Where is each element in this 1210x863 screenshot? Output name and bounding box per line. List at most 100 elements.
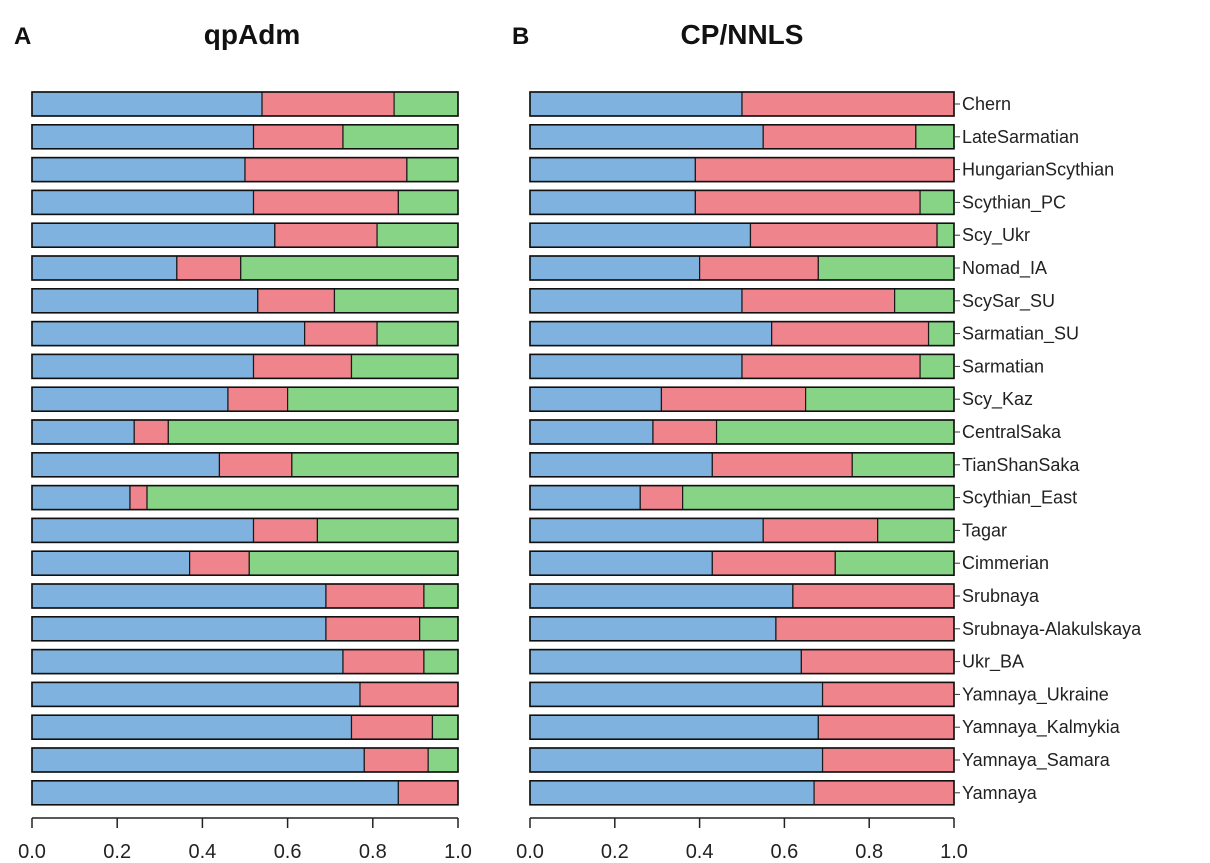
row-label-hungarianscythian: HungarianScythian [962, 160, 1114, 180]
row-label-sarmatian-su: Sarmatian_SU [962, 324, 1079, 345]
bar-frame-tianshansaka [31, 451, 459, 478]
bar-segment-cimmerian-2 [189, 550, 250, 576]
bar-segment-scythian-pc-2 [252, 189, 399, 215]
bar-segment-yamnaya-samara-2 [821, 747, 955, 773]
bar-segment-scysar-su-1 [529, 288, 743, 314]
x-tick-label-0-6: 0.6 [274, 841, 302, 863]
bar-segment-latesarmatian-3 [342, 124, 459, 150]
x-tick-label-1-0: 1.0 [444, 841, 472, 863]
x-tick-label-1-0: 1.0 [940, 841, 968, 863]
bar-segment-yamnaya-kalmykia-1 [31, 714, 353, 740]
bar-frame-sarmatian [31, 353, 459, 380]
bar-segment-chern-2 [261, 91, 395, 117]
bar-segment-ukr-ba-1 [529, 648, 802, 675]
bar-segment-scythian-pc-1 [31, 189, 255, 215]
bar-segment-scythian-east-2 [639, 485, 684, 511]
bar-segment-tianshansaka-1 [529, 452, 713, 478]
row-label-chern: Chern [962, 94, 1011, 114]
bar-segment-yamnaya-kalmykia-1 [529, 714, 819, 740]
bar-frame-srubnaya [31, 583, 459, 609]
bar-segment-chern-1 [529, 91, 743, 117]
bar-segment-centralsaka-2 [652, 419, 718, 445]
bar-frame-scythian-east [31, 484, 459, 511]
bar-segment-srubnaya-alakulskaya-1 [529, 616, 777, 642]
x-tick-label-0-0: 0.0 [516, 841, 544, 863]
bar-segment-scy-ukr-3 [936, 222, 955, 248]
bar-segment-ukr-ba-2 [800, 648, 955, 675]
bar-segment-ukr-ba-1 [31, 648, 344, 675]
bar-frame-scy-kaz [31, 386, 459, 413]
x-tick-label-0-2: 0.2 [601, 841, 629, 863]
bar-frame-ukr-ba [31, 648, 459, 675]
bar-segment-yamnaya-2 [813, 780, 955, 806]
bar-segment-scythian-pc-1 [529, 189, 696, 215]
bar-segment-tianshansaka-1 [31, 452, 221, 478]
bar-frame-latesarmatian [31, 124, 459, 150]
bar-segment-latesarmatian-3 [915, 124, 955, 150]
row-label-yamnaya: Yamnaya [962, 783, 1038, 803]
row-label-yamnaya-samara: Yamnaya_Samara [962, 750, 1111, 771]
bar-segment-yamnaya-kalmykia-2 [817, 714, 955, 740]
bar-segment-latesarmatian-2 [762, 124, 917, 150]
bar-segment-cimmerian-3 [834, 550, 955, 576]
bar-segment-scythian-east-1 [529, 485, 641, 511]
bar-segment-cimmerian-3 [248, 550, 459, 576]
row-label-scythian-pc: Scythian_PC [962, 192, 1066, 213]
panel-a-qpadm-chart: 0.0 0.2 0.4 0.6 0.8 1.0 [18, 91, 472, 863]
bar-segment-yamnaya-kalmykia-2 [350, 714, 434, 740]
bar-segment-latesarmatian-1 [31, 124, 255, 150]
bar-segment-scy-kaz-1 [31, 386, 229, 412]
bar-segment-scy-kaz-2 [660, 386, 807, 412]
bar-segment-yamnaya-ukraine-1 [31, 681, 361, 708]
bar-frame-nomad-ia [31, 255, 459, 281]
bar-frame-yamnaya-ukraine [31, 681, 459, 708]
bar-segment-tianshansaka-2 [218, 452, 293, 478]
bar-segment-yamnaya-ukraine-1 [529, 681, 824, 708]
bar-segment-scy-kaz-3 [287, 386, 459, 412]
row-label-yamnaya-kalmykia: Yamnaya_Kalmykia [962, 717, 1121, 738]
bar-frame-yamnaya-kalmykia [31, 714, 459, 741]
row-label-tianshansaka: TianShanSaka [962, 455, 1080, 475]
bar-segment-chern-3 [393, 91, 459, 117]
row-label-yamnaya-ukraine: Yamnaya_Ukraine [962, 684, 1109, 705]
bar-segment-nomad-ia-1 [31, 255, 178, 281]
bar-segment-cimmerian-1 [31, 550, 191, 576]
bar-segment-sarmatian-su-2 [771, 321, 930, 347]
bar-segment-scy-ukr-2 [274, 222, 378, 248]
bar-segment-chern-2 [741, 91, 955, 117]
bar-frame-chern [31, 91, 459, 117]
x-tick-label-0-2: 0.2 [103, 841, 131, 863]
bar-segment-centralsaka-1 [529, 419, 654, 445]
bar-segment-hungarianscythian-1 [529, 157, 696, 183]
bar-segment-srubnaya-2 [792, 583, 955, 609]
bar-segment-srubnaya-alakulskaya-1 [31, 616, 327, 642]
panel-a-title: qpAdm [204, 19, 300, 50]
bar-segment-scythian-east-3 [146, 485, 459, 511]
bar-segment-tagar-2 [762, 517, 879, 544]
bar-segment-sarmatian-3 [919, 353, 955, 379]
bar-segment-centralsaka-2 [133, 419, 169, 445]
bar-frame-tagar [31, 517, 459, 544]
bar-segment-sarmatian-su-1 [31, 321, 306, 347]
row-label-srubnaya: Srubnaya [962, 586, 1040, 606]
bar-segment-srubnaya-3 [423, 583, 459, 609]
bar-segment-tagar-2 [252, 517, 319, 544]
bar-segment-sarmatian-su-3 [927, 321, 955, 347]
bar-frame-scythian-pc [31, 189, 459, 216]
row-label-sarmatian: Sarmatian [962, 356, 1044, 376]
bar-segment-sarmatian-3 [350, 353, 459, 379]
bar-segment-yamnaya-samara-3 [427, 747, 459, 773]
bar-segment-cimmerian-1 [529, 550, 713, 576]
bar-segment-scysar-su-2 [741, 288, 896, 314]
bar-segment-ukr-ba-3 [423, 648, 459, 675]
bar-segment-scy-ukr-2 [749, 222, 938, 248]
bar-segment-tianshansaka-2 [711, 452, 853, 478]
bar-segment-hungarianscythian-2 [244, 157, 408, 183]
bar-segment-sarmatian-su-2 [304, 321, 378, 347]
bar-segment-centralsaka-3 [167, 419, 459, 445]
row-label-srubnaya-alakulskaya: Srubnaya-Alakulskaya [962, 619, 1142, 639]
bar-frame-scy-ukr [31, 222, 459, 248]
bar-segment-sarmatian-1 [529, 353, 743, 379]
bar-segment-ukr-ba-2 [342, 648, 425, 675]
